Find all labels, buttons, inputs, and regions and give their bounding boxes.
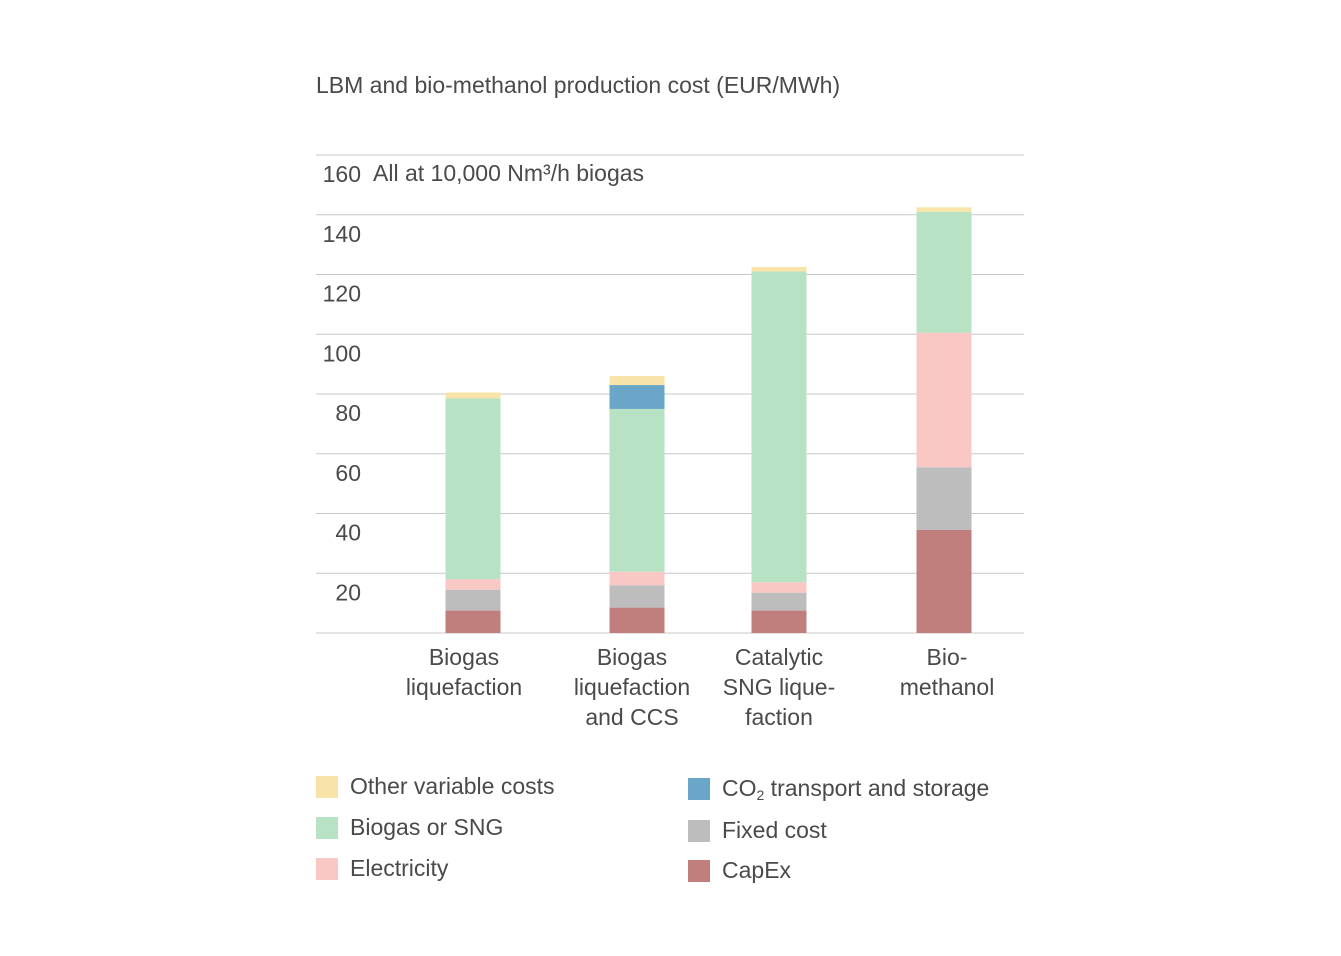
y-tick-label-20: 20 [335,579,361,605]
legend-item-fixed-cost: Fixed cost [688,817,827,844]
legend-label: Biogas or SNG [350,814,504,840]
legend-swatch [688,819,710,842]
y-tick-label-120: 120 [323,281,361,307]
x-category-label-4: Bio-methanol [900,644,995,700]
legend-item-electricity: Electricity [316,855,448,882]
legend-swatch [688,778,710,800]
x-category-label-2: Biogas liquefaction and CCS [574,644,690,730]
bar-segment-biogas-or-sng-1 [445,398,501,580]
y-tick-label-60: 60 [335,460,361,486]
y-axis-ticks: 20 40 60 80 100 120 140 160 [323,161,361,605]
bar-segment-co-transport-and-storage-2 [609,385,665,409]
legend-item-biogas-or-sng: Biogas or SNG [316,814,503,841]
bar-segment-other-variable-costs-4 [916,207,972,212]
y-tick-label-40: 40 [335,520,361,546]
legend-swatch [688,859,710,882]
bar-segment-fixed-cost-4 [916,467,972,530]
x-axis-categories: Biogas liquefaction Biogas liquefaction and … [406,644,994,730]
bar-segment-biogas-or-sng-4 [916,211,972,333]
bar-segment-capex-4 [916,529,972,633]
legend-swatch [316,775,338,798]
chart-title: LBM and bio-methanol production cost (EU… [316,72,841,98]
y-tick-label-80: 80 [335,400,361,426]
bar-segment-fixed-cost-3 [751,592,807,611]
y-tick-label-100: 100 [323,340,361,366]
legend-item-capex: CapEx [688,857,791,884]
legend-label: CapEx [722,857,792,883]
y-tick-label-160: 160 [323,161,361,187]
legend-label: Other variable costs [350,773,555,799]
x-category-label-3: Catalytic SNG lique-faction [723,644,835,730]
legend-item-co2-transport-and-storage: CO2 transport and storage [688,775,989,803]
bar-segment-electricity-1 [445,579,501,590]
y-tick-label-140: 140 [323,221,361,247]
bar-segment-electricity-2 [609,571,665,586]
bar-segment-fixed-cost-2 [609,585,665,608]
bar-segment-electricity-4 [916,332,972,468]
legend-swatch [316,857,338,880]
bar-segment-capex-1 [445,610,501,633]
gridlines [316,154,1024,634]
legend-label: Electricity [350,855,449,881]
bar-segment-fixed-cost-1 [445,589,501,611]
chart-annotation: All at 10,000 Nm³/h biogas [373,160,644,186]
bar-segment-electricity-3 [751,582,807,593]
legend-label: Fixed cost [722,817,827,843]
bar-segment-other-variable-costs-1 [445,392,501,399]
bar-segment-other-variable-costs-2 [609,376,665,386]
bar-segment-biogas-or-sng-2 [609,408,665,572]
x-category-label-1: Biogas liquefaction [406,644,522,700]
legend-swatch [316,816,338,839]
bar-segment-capex-3 [751,610,807,633]
legend-item-other-variable-costs: Other variable costs [316,773,555,800]
bar-segment-capex-2 [609,607,665,633]
legend-label: CO2 transport and storage [722,775,990,803]
bar-segment-biogas-or-sng-3 [751,271,807,583]
bars [445,207,972,633]
bar-segment-other-variable-costs-3 [751,267,807,272]
